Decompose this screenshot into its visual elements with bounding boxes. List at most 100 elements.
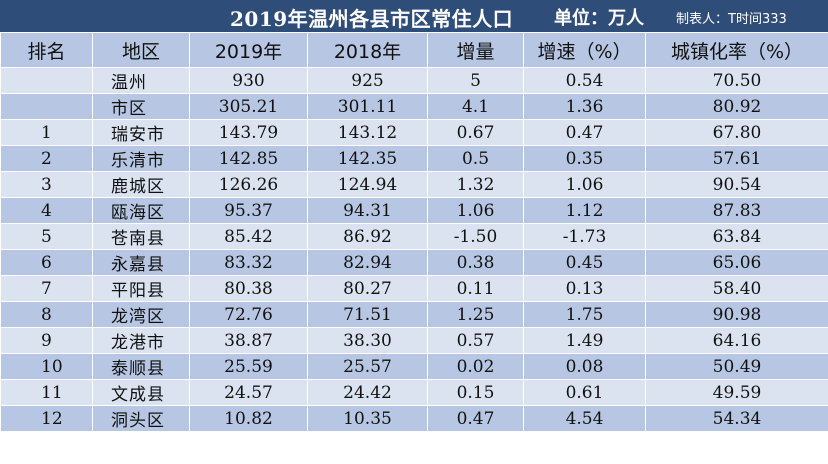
population-2019-cell: 25.59 <box>189 353 308 380</box>
population-2018-cell: 80.27 <box>307 275 428 302</box>
urbanization-cell: 57.61 <box>645 145 828 172</box>
region-cell: 市区 <box>92 93 190 120</box>
table-row: 市区 305.21 301.11 4.1 1.36 80.92 <box>0 93 828 120</box>
population-2019-cell: 930 <box>189 67 308 94</box>
population-2018-cell: 24.42 <box>307 379 428 406</box>
urbanization-cell: 67.80 <box>645 119 828 146</box>
population-2018-cell: 82.94 <box>307 249 428 276</box>
region-cell: 瓯海区 <box>92 197 190 224</box>
rank-cell: 12 <box>0 405 93 432</box>
delta-cell: 0.02 <box>427 353 524 380</box>
region-cell: 瑞安市 <box>92 119 190 146</box>
delta-cell: 0.11 <box>427 275 524 302</box>
growth-cell: 0.54 <box>523 67 646 94</box>
population-2018-cell: 86.92 <box>307 223 428 250</box>
table-title: 2019年温州各县市区常住人口 <box>230 7 514 31</box>
rank-cell: 4 <box>0 197 93 224</box>
urbanization-cell: 70.50 <box>645 67 828 94</box>
header-delta: 增量 <box>427 32 524 68</box>
growth-cell: 1.49 <box>523 327 646 354</box>
urbanization-cell: 64.16 <box>645 327 828 354</box>
table-row: 6 永嘉县 83.32 82.94 0.38 0.45 65.06 <box>0 249 828 276</box>
region-cell: 平阳县 <box>92 275 190 302</box>
delta-cell: 1.32 <box>427 171 524 198</box>
population-2019-cell: 72.76 <box>189 301 308 328</box>
table-row: 7 平阳县 80.38 80.27 0.11 0.13 58.40 <box>0 275 828 302</box>
population-2019-cell: 143.79 <box>189 119 308 146</box>
region-cell: 泰顺县 <box>92 353 190 380</box>
population-2018-cell: 143.12 <box>307 119 428 146</box>
population-2018-cell: 71.51 <box>307 301 428 328</box>
population-2019-cell: 24.57 <box>189 379 308 406</box>
header-row: 排名 地区 2019年 2018年 增量 增速（%） 城镇化率（%） <box>0 32 828 68</box>
population-2019-cell: 10.82 <box>189 405 308 432</box>
population-2018-cell: 301.11 <box>307 93 428 120</box>
growth-cell: 0.47 <box>523 119 646 146</box>
growth-cell: 0.61 <box>523 379 646 406</box>
region-cell: 苍南县 <box>92 223 190 250</box>
growth-cell: -1.73 <box>523 223 646 250</box>
rank-cell: 7 <box>0 275 93 302</box>
rank-cell: 2 <box>0 145 93 172</box>
population-2018-cell: 94.31 <box>307 197 428 224</box>
region-cell: 龙湾区 <box>92 301 190 328</box>
table-row: 9 龙港市 38.87 38.30 0.57 1.49 64.16 <box>0 327 828 354</box>
population-2019-cell: 95.37 <box>189 197 308 224</box>
header-rank: 排名 <box>0 32 93 68</box>
region-cell: 永嘉县 <box>92 249 190 276</box>
population-2018-cell: 925 <box>307 67 428 94</box>
delta-cell: 5 <box>427 67 524 94</box>
delta-cell: 0.5 <box>427 145 524 172</box>
table-row: 1 瑞安市 143.79 143.12 0.67 0.47 67.80 <box>0 119 828 146</box>
urbanization-cell: 49.59 <box>645 379 828 406</box>
header-region: 地区 <box>92 32 190 68</box>
table-row: 8 龙湾区 72.76 71.51 1.25 1.75 90.98 <box>0 301 828 328</box>
population-2019-cell: 142.85 <box>189 145 308 172</box>
unit-label: 单位：万人 <box>554 8 644 29</box>
growth-cell: 0.35 <box>523 145 646 172</box>
population-2018-cell: 10.35 <box>307 405 428 432</box>
header-urbanization: 城镇化率（%） <box>645 32 828 68</box>
maker-label: 制表人：T时间333 <box>676 12 787 27</box>
population-2019-cell: 38.87 <box>189 327 308 354</box>
header-2019: 2019年 <box>189 32 308 68</box>
population-2018-cell: 124.94 <box>307 171 428 198</box>
growth-cell: 0.13 <box>523 275 646 302</box>
urbanization-cell: 50.49 <box>645 353 828 380</box>
growth-cell: 1.06 <box>523 171 646 198</box>
table-row: 温州 930 925 5 0.54 70.50 <box>0 67 828 94</box>
table-row: 11 文成县 24.57 24.42 0.15 0.61 49.59 <box>0 379 828 406</box>
rank-cell: 6 <box>0 249 93 276</box>
growth-cell: 1.12 <box>523 197 646 224</box>
table-row: 3 鹿城区 126.26 124.94 1.32 1.06 90.54 <box>0 171 828 198</box>
rank-cell: 1 <box>0 119 93 146</box>
region-cell: 乐清市 <box>92 145 190 172</box>
table-row: 10 泰顺县 25.59 25.57 0.02 0.08 50.49 <box>0 353 828 380</box>
rank-cell: 5 <box>0 223 93 250</box>
title-bar: 2019年温州各县市区常住人口 单位：万人 制表人：T时间333 <box>0 0 828 32</box>
delta-cell: 0.47 <box>427 405 524 432</box>
population-2019-cell: 126.26 <box>189 171 308 198</box>
delta-cell: 1.25 <box>427 301 524 328</box>
urbanization-cell: 58.40 <box>645 275 828 302</box>
population-2018-cell: 142.35 <box>307 145 428 172</box>
table-body: 温州 930 925 5 0.54 70.50 市区 305.21 301.11 4.1 1.36 8… <box>0 67 828 432</box>
rank-cell: 11 <box>0 379 93 406</box>
header-growth: 增速（%） <box>523 32 646 68</box>
header-2018: 2018年 <box>307 32 428 68</box>
table-row: 2 乐清市 142.85 142.35 0.5 0.35 57.61 <box>0 145 828 172</box>
rank-cell: 9 <box>0 327 93 354</box>
growth-cell: 0.45 <box>523 249 646 276</box>
population-2019-cell: 85.42 <box>189 223 308 250</box>
growth-cell: 1.75 <box>523 301 646 328</box>
rank-cell: 10 <box>0 353 93 380</box>
population-table: 排名 地区 2019年 2018年 增量 增速（%） 城镇化率（%） 温州 930… <box>0 32 828 432</box>
rank-cell: 8 <box>0 301 93 328</box>
delta-cell: 0.67 <box>427 119 524 146</box>
delta-cell: 1.06 <box>427 197 524 224</box>
rank-cell <box>0 93 93 120</box>
delta-cell: 4.1 <box>427 93 524 120</box>
rank-cell <box>0 67 93 94</box>
urbanization-cell: 54.34 <box>645 405 828 432</box>
